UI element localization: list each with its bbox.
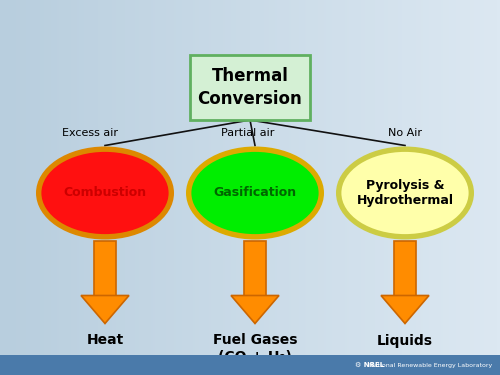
Ellipse shape bbox=[186, 147, 324, 240]
Text: No Air: No Air bbox=[388, 128, 422, 138]
Polygon shape bbox=[231, 296, 279, 324]
Polygon shape bbox=[81, 296, 129, 324]
Ellipse shape bbox=[336, 147, 474, 240]
Text: Excess air: Excess air bbox=[62, 128, 118, 138]
Ellipse shape bbox=[340, 150, 470, 236]
Bar bbox=[0, 355, 500, 375]
Text: Fuel Gases
(CO + H₂): Fuel Gases (CO + H₂) bbox=[213, 333, 297, 364]
Text: Combustion: Combustion bbox=[64, 186, 146, 200]
Text: Pyrolysis &
Hydrothermal: Pyrolysis & Hydrothermal bbox=[356, 179, 454, 207]
Ellipse shape bbox=[190, 150, 320, 236]
Text: Thermal
Conversion: Thermal Conversion bbox=[198, 68, 302, 108]
Ellipse shape bbox=[40, 150, 170, 236]
FancyBboxPatch shape bbox=[190, 55, 310, 120]
Polygon shape bbox=[244, 240, 266, 296]
Polygon shape bbox=[381, 296, 429, 324]
Text: ⚙ NREL: ⚙ NREL bbox=[355, 362, 384, 368]
Text: Partial air: Partial air bbox=[222, 128, 274, 138]
Text: Gasification: Gasification bbox=[214, 186, 296, 200]
Text: Liquids: Liquids bbox=[377, 333, 433, 348]
Ellipse shape bbox=[36, 147, 174, 240]
Text: National Renewable Energy Laboratory: National Renewable Energy Laboratory bbox=[365, 363, 492, 368]
Polygon shape bbox=[394, 240, 416, 296]
Text: Heat: Heat bbox=[86, 333, 124, 348]
Polygon shape bbox=[94, 240, 116, 296]
